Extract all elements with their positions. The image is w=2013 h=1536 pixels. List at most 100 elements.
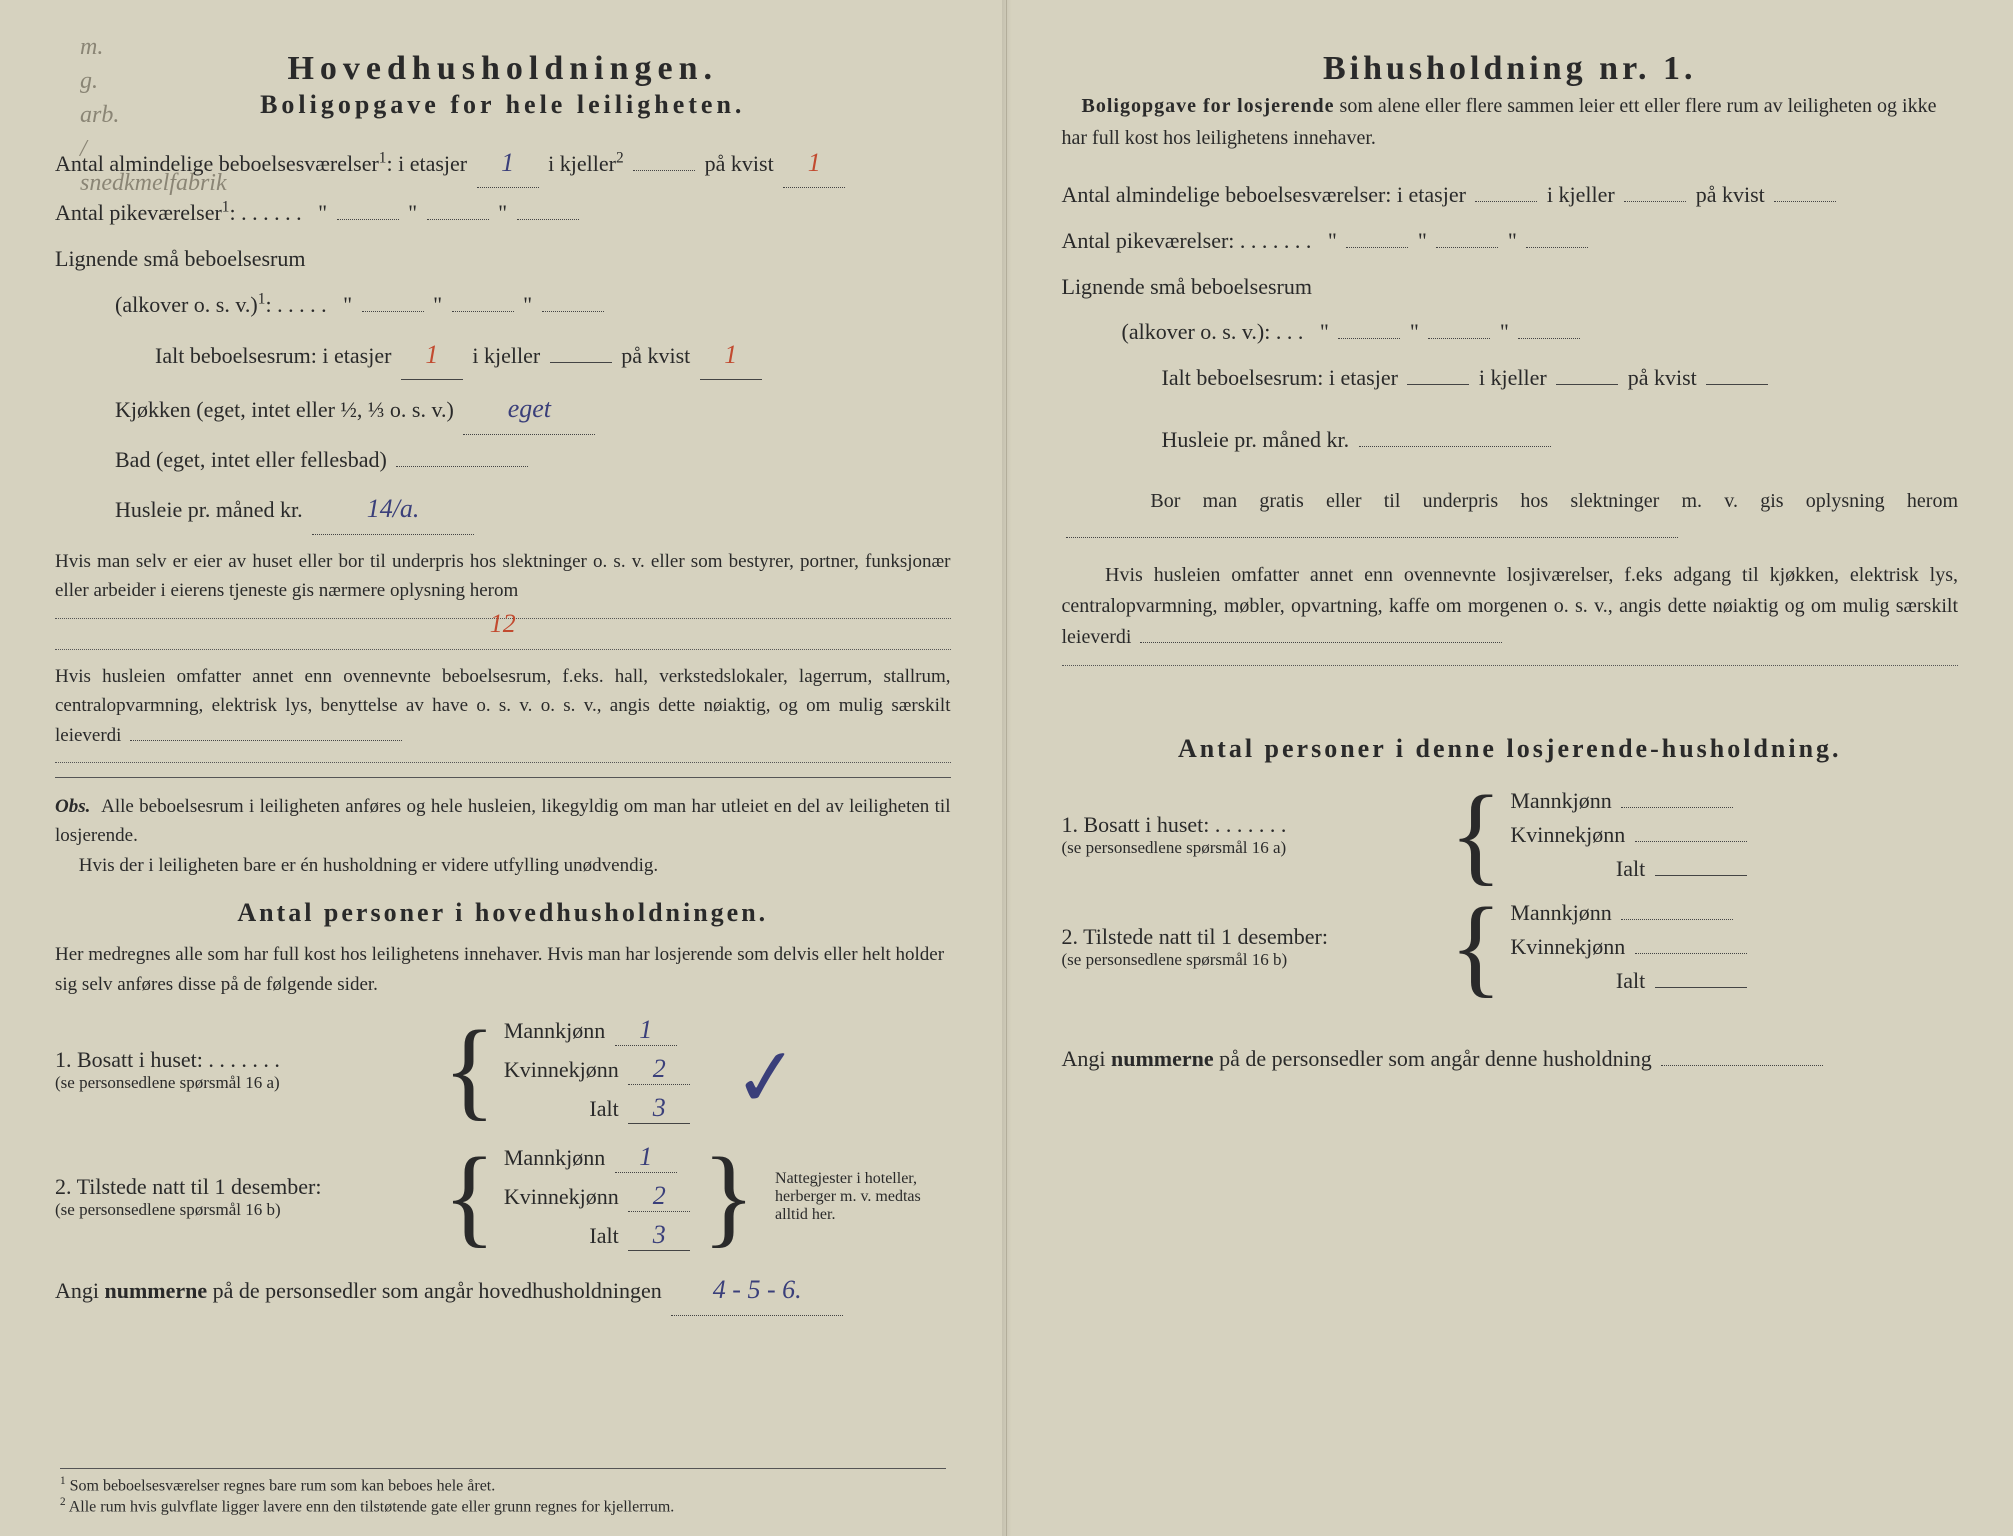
i-val: 3 (628, 1220, 690, 1251)
blank (130, 740, 402, 741)
r-para2: Hvis husleien omfatter annet enn ovennev… (1062, 560, 1959, 653)
label: Husleie pr. måned kr. (115, 497, 303, 522)
v3 (517, 219, 579, 220)
bracket: { Mannkjønn 1 Kvinnekjønn 2 Ialt 3 (435, 1011, 694, 1128)
persons-1: 1. Bosatt i huset: . . . . . . . (se per… (55, 1011, 951, 1128)
brace-open: { (1442, 785, 1511, 884)
r-blank-line (1062, 665, 1959, 666)
quote: " (408, 200, 417, 225)
obs-block: Obs. Alle beboelsesrum i leiligheten anf… (55, 792, 951, 880)
blank (1066, 537, 1678, 538)
v1 (1475, 201, 1537, 202)
label: 1. Bosatt i huset: . . . . . . . (1062, 812, 1287, 837)
r-row-lignende: Lignende små beboelsesrum (1062, 266, 1959, 308)
k-val (1635, 953, 1747, 954)
kvist-label: på kvist (705, 151, 774, 176)
k-val (1635, 841, 1747, 842)
brace-open: { (435, 1020, 504, 1119)
i-val: 3 (628, 1093, 690, 1124)
blank-line-2 (55, 649, 951, 650)
row-husleie: Husleie pr. måned kr. 14/a. (115, 484, 951, 534)
quote: " (498, 200, 507, 225)
v3 (1518, 338, 1580, 339)
r-row-pike: Antal pikeværelser: . . . . . . . " " " (1062, 220, 1959, 262)
v2 (1436, 247, 1498, 248)
kjeller-val (550, 362, 612, 363)
quote: " (1410, 319, 1419, 344)
label: Angi nummerne på de personsedler som ang… (1062, 1046, 1652, 1071)
k-label: Kvinnekjønn (1510, 934, 1625, 959)
document-spread: m. g. arb. / snedkmelfabrik 9 Hovedhusho… (0, 0, 2013, 1536)
lhs: 2. Tilstede natt til 1 desember: (se per… (55, 1174, 435, 1220)
i-val (1655, 987, 1747, 988)
etasjer-val: 1 (477, 138, 539, 188)
section-intro: Her medregnes alle som har full kost hos… (55, 940, 951, 999)
r-para1: Bor man gratis eller til underpris hos s… (1062, 486, 1959, 548)
i-label: Ialt (1616, 968, 1645, 993)
v1 (337, 219, 399, 220)
v3 (1774, 201, 1836, 202)
sub: (se personsedlene spørsmål 16 a) (55, 1073, 435, 1093)
label: Angi nummerne på de personsedler som ang… (55, 1278, 662, 1303)
lines: Mannkjønn 1 Kvinnekjønn 2 Ialt 3 (504, 1011, 694, 1128)
angi-row: Angi nummerne på de personsedler som ang… (55, 1265, 951, 1315)
val: 4 - 5 - 6. (671, 1265, 843, 1315)
right-page: Bihusholdning nr. 1. Boligopgave for los… (1007, 0, 2013, 1536)
r-persons-2: 2. Tilstede natt til 1 desember: (se per… (1062, 896, 1959, 998)
label: Ialt beboelsesrum: i etasjer (155, 343, 391, 368)
label: 2. Tilstede natt til 1 desember: (55, 1174, 321, 1199)
pencil-annotation: m. g. arb. / snedkmelfabrik 9 (80, 28, 119, 198)
brace-open: { (435, 1147, 504, 1246)
para-husleie-omf: Hvis husleien omfatter annet enn ovennev… (55, 662, 951, 750)
val: eget (463, 384, 595, 434)
label: Ialt beboelsesrum: i etasjer (1162, 365, 1398, 390)
v2 (452, 311, 514, 312)
text: Bor man gratis eller til underpris hos s… (1150, 490, 1958, 512)
row-bad: Bad (eget, intet eller fellesbad) (115, 439, 951, 481)
val (1359, 446, 1551, 447)
k-label: Kvinnekjønn (504, 1057, 619, 1082)
lhs: 1. Bosatt i huset: . . . . . . . (se per… (1062, 812, 1442, 858)
quote: " (1320, 319, 1329, 344)
m-label: Mannkjønn (504, 1145, 605, 1170)
left-title: Hovedhusholdningen. (55, 50, 951, 88)
etasjer-val: 1 (401, 330, 463, 380)
label: Lignende små beboelsesrum (55, 246, 306, 271)
i-val (1655, 875, 1747, 876)
left-page: m. g. arb. / snedkmelfabrik 9 Hovedhusho… (0, 0, 1007, 1536)
text: Hvis husleien omfatter annet enn ovennev… (55, 666, 951, 746)
lines: Mannkjønn Kvinnekjønn Ialt (1510, 784, 1750, 886)
fn2-text: Alle rum hvis gulvflate ligger lavere en… (69, 1498, 675, 1515)
para-eier: Hvis man selv er eier av huset eller bor… (55, 547, 951, 606)
obs-text2: Hvis der i leiligheten bare er én hushol… (79, 855, 658, 876)
intro: Boligopgave for losjerende som alene ell… (1062, 90, 1959, 154)
section-antal: Antal personer i hovedhusholdningen. (55, 898, 951, 928)
label: 2. Tilstede natt til 1 desember: (1062, 924, 1328, 949)
r-husleie: Husleie pr. måned kr. (1162, 419, 1959, 461)
v2 (1624, 201, 1686, 202)
text: Hvis man selv er eier av huset eller bor… (55, 551, 951, 601)
kjeller-val (633, 170, 695, 171)
v1 (1338, 338, 1400, 339)
bracket: { Mannkjønn Kvinnekjønn Ialt (1442, 896, 1751, 998)
kvist-label: på kvist (621, 343, 690, 368)
row-lignende: Lignende små beboelsesrum (55, 238, 951, 280)
right-title: Bihusholdning nr. 1. (1062, 50, 1959, 88)
checkmark-icon: ✓ (729, 1028, 804, 1127)
sup: 1 (222, 199, 230, 216)
row-kjokken: Kjøkken (eget, intet eller ½, ⅓ o. s. v.… (115, 384, 951, 434)
lhs: 1. Bosatt i huset: . . . . . . . (se per… (55, 1047, 435, 1093)
label: Antal pikeværelser: . . . . . . . (1062, 228, 1312, 253)
kj: i kjeller (1547, 182, 1615, 207)
side-note: Nattegjester i hoteller, herberger m. v.… (775, 1170, 935, 1224)
quote: " (1500, 319, 1509, 344)
kv: på kvist (1628, 365, 1697, 390)
kvist-val: 1 (783, 138, 845, 188)
m-label: Mannkjønn (1510, 788, 1611, 813)
label: Antal pikeværelser (55, 200, 222, 225)
k-label: Kvinnekjønn (1510, 822, 1625, 847)
r-row-beboelse: Antal almindelige beboelsesværelser: i e… (1062, 174, 1959, 216)
i-label: Ialt (589, 1096, 618, 1121)
quote: " (1328, 228, 1337, 253)
red-annot-12: 12 (490, 609, 516, 638)
